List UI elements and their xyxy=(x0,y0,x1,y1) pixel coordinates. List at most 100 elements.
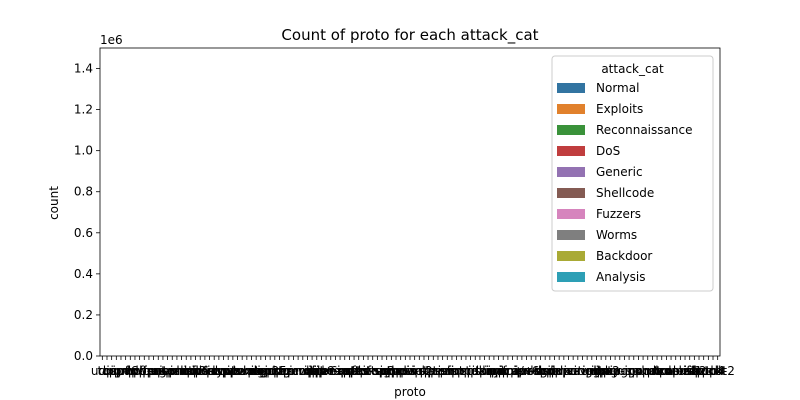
y-offset-label: 1e6 xyxy=(100,33,123,47)
legend-entry-label: Worms xyxy=(596,228,637,242)
x-tick-label: tcf xyxy=(356,364,372,378)
legend: attack_cat Normal Exploits Reconnaissance Do… xyxy=(551,55,714,292)
x-tick-label: aris xyxy=(394,364,416,378)
legend-swatch xyxy=(557,83,585,93)
y-axis-label: count xyxy=(47,186,61,220)
x-tick-label: unas xyxy=(186,364,215,378)
x-tick-label: emcon xyxy=(609,364,650,378)
x-tick-label: ipv6-opts xyxy=(312,364,368,378)
x-tick-label: iplt xyxy=(582,364,601,378)
x-tick-label: idpr-cmtp xyxy=(265,364,323,378)
x-tick-label: vmtp xyxy=(236,364,267,378)
x-tick-label: ipcv xyxy=(337,364,362,378)
y-tick-label: 0.4 xyxy=(74,267,93,281)
x-tick-label: crudp xyxy=(570,364,604,378)
legend-swatch xyxy=(557,104,585,114)
x-tick-label: cpnx xyxy=(223,364,252,378)
x-tick-label: pipe xyxy=(308,364,334,378)
x-tick-label: scps xyxy=(383,364,410,378)
x-tick-label: stp xyxy=(419,364,438,378)
x-tick-label: wb-expak xyxy=(129,364,187,378)
x-tick-label: ifmp xyxy=(499,364,526,378)
x-tick-label: vines xyxy=(567,364,599,378)
x-tick-label: dgp xyxy=(249,364,272,378)
x-tick-label: ddp xyxy=(124,364,147,378)
x-tick-label: cbt xyxy=(708,364,727,378)
x-tick-label: leaf-2 xyxy=(673,364,707,378)
x-tick-label: sprite-rpc xyxy=(344,364,402,378)
x-tick-label: idpr xyxy=(468,364,492,378)
x-tick-label: ippc xyxy=(551,364,576,378)
x-tick-label: mhrp xyxy=(539,364,571,378)
x-tick-label: a/n xyxy=(512,364,531,378)
x-tick-label: irtp xyxy=(689,364,710,378)
x-tick-label: hmp xyxy=(653,364,680,378)
chart-title: Count of proto for each attack_cat xyxy=(281,26,538,45)
x-tick-label: ospf xyxy=(104,364,130,378)
x-tick-label: ddx xyxy=(548,364,570,378)
y-tick-label: 0.8 xyxy=(74,185,93,199)
x-tick-label: bna xyxy=(212,364,235,378)
x-tick-label: snp xyxy=(334,364,355,378)
x-tick-label: trunk-1 xyxy=(654,364,698,378)
x-tick-label: ipv6 xyxy=(514,364,540,378)
legend-swatch xyxy=(557,188,585,198)
x-tick-label: isis xyxy=(438,364,457,378)
x-tick-label: iso-ip xyxy=(170,364,202,378)
x-tick-label: tcp xyxy=(98,364,117,378)
x-tick-label: fire xyxy=(447,364,467,378)
x-tick-label: wsn xyxy=(137,364,161,378)
y-tick-label: 0.2 xyxy=(74,308,93,322)
x-tick-label: tlsp xyxy=(534,364,556,378)
legend-swatch xyxy=(557,272,585,282)
legend-box xyxy=(551,55,714,292)
x-tick-label: mfe-nsp xyxy=(180,364,229,378)
x-tick-label: uti xyxy=(570,364,586,378)
x-tick-label: dcn xyxy=(651,364,673,378)
x-tick-label: ax.25 xyxy=(253,364,287,378)
legend-swatch xyxy=(557,146,585,156)
x-axis-label: proto xyxy=(394,385,426,399)
x-tick-label: micp xyxy=(489,364,518,378)
x-tick-label: aes-sp3-d xyxy=(348,364,407,378)
legend-swatch xyxy=(557,251,585,261)
x-tick-label: encap xyxy=(490,364,527,378)
x-tick-label: larp xyxy=(482,364,505,378)
x-tick-label: sat-mon xyxy=(148,364,197,378)
y-tick-label: 0.0 xyxy=(74,349,93,363)
x-tick-label: cftp xyxy=(133,364,156,378)
x-tick-label: argus xyxy=(598,364,632,378)
legend-entry-label: Exploits xyxy=(596,102,643,116)
x-tick-label: etherip xyxy=(379,364,422,378)
x-tick-label: rdp xyxy=(684,364,704,378)
x-tick-label: igmp xyxy=(111,364,141,378)
legend-swatch xyxy=(557,167,585,177)
legend-entry-label: Normal xyxy=(596,81,639,95)
x-tick-label: prm xyxy=(659,364,683,378)
y-tick-label: 1.0 xyxy=(74,144,93,158)
x-tick-label: pgm xyxy=(275,364,302,378)
x-tick-label: ipv6-route xyxy=(183,364,245,378)
x-tick-label: pvp xyxy=(142,364,164,378)
x-tick-label: sps xyxy=(461,364,481,378)
x-tick-label: xnet xyxy=(634,364,661,378)
x-tick-label: udp xyxy=(91,364,114,378)
x-tick-label: chaos xyxy=(635,364,670,378)
x-tick-label: arp xyxy=(102,364,122,378)
x-tick-label: sdrp xyxy=(527,364,553,378)
y-axis: 0.0 0.2 0.4 0.6 0.8 1.0 1.2 1.4 xyxy=(74,62,100,363)
x-tick-label: il xyxy=(192,364,199,378)
x-tick-label: trunk-2 xyxy=(691,364,735,378)
x-tick-label: pnni xyxy=(266,364,292,378)
x-tick-label: icmp xyxy=(106,364,135,378)
x-tick-label: ib xyxy=(251,364,262,378)
legend-entry-label: Backdoor xyxy=(596,249,652,263)
x-tick-label: rtp xyxy=(122,364,139,378)
x-tick-label: smp xyxy=(439,364,465,378)
x-tick-label: sun-nd xyxy=(161,364,202,378)
x-tick-label: narp xyxy=(298,364,326,378)
legend-entry-label: DoS xyxy=(596,144,620,158)
x-tick-label: sccopmce xyxy=(352,364,412,378)
x-tick-label: egp xyxy=(613,364,636,378)
x-tick-label: ipip xyxy=(488,364,510,378)
